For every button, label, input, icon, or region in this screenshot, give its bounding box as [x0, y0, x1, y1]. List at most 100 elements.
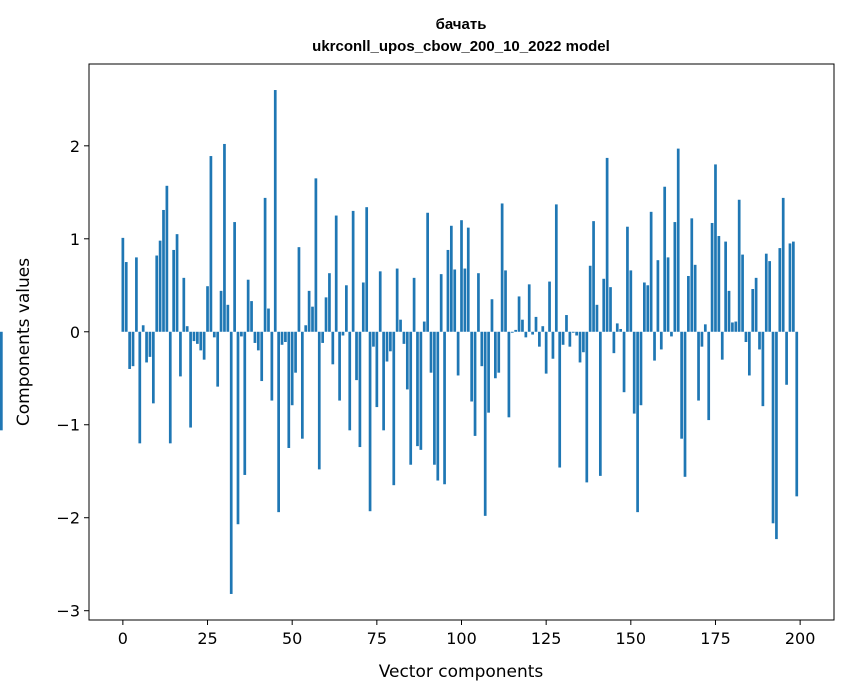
bar	[351, 210, 355, 332]
y-tick-label: 0	[70, 323, 80, 342]
bar	[490, 299, 494, 332]
bar	[673, 222, 677, 332]
bars-group	[0, 90, 799, 594]
x-axis-ticks: 0 25 50 75 100 125 150 175 200	[118, 620, 815, 648]
bar	[656, 260, 660, 332]
bar	[761, 331, 765, 407]
bar	[246, 279, 250, 332]
bar	[405, 331, 409, 390]
bar	[216, 331, 220, 387]
bar	[639, 331, 643, 406]
bar	[697, 331, 700, 401]
bar	[365, 207, 369, 332]
bar	[300, 331, 304, 439]
bar	[158, 240, 162, 332]
bar	[544, 331, 548, 374]
bar	[317, 331, 321, 470]
bar	[361, 282, 365, 332]
bar	[764, 253, 768, 332]
bar	[717, 236, 721, 332]
x-tick-label: 0	[118, 629, 128, 648]
bar	[541, 326, 545, 332]
bar	[612, 331, 616, 354]
bar	[304, 325, 308, 332]
bar	[409, 331, 413, 465]
bar	[151, 331, 155, 404]
bar	[392, 331, 396, 486]
bar	[355, 331, 358, 381]
bar	[687, 275, 690, 332]
bar	[141, 325, 145, 332]
bar	[311, 306, 314, 332]
bar	[358, 331, 362, 448]
chart-subtitle: ukrconll_upos_cbow_200_10_2022 model	[312, 38, 610, 55]
bar	[483, 331, 487, 516]
bar	[135, 257, 138, 332]
bar	[223, 143, 226, 332]
bar	[744, 331, 748, 342]
bar	[236, 331, 240, 525]
bar	[155, 255, 159, 332]
bar	[751, 289, 755, 332]
bar	[497, 331, 501, 373]
bar	[477, 273, 480, 332]
bar	[138, 331, 142, 444]
x-tick-label: 175	[700, 629, 731, 648]
bar	[433, 331, 436, 465]
bar	[643, 282, 646, 332]
bar	[480, 331, 484, 367]
bar	[670, 331, 673, 337]
bar	[449, 225, 453, 332]
bar	[121, 237, 125, 332]
bar	[690, 218, 694, 332]
y-axis-ticks: −3 −2 −1 0 1 2	[56, 137, 89, 621]
x-tick-label: 125	[531, 629, 562, 648]
bar	[680, 331, 683, 439]
bar	[494, 331, 497, 379]
bar	[463, 268, 467, 332]
bar	[395, 268, 399, 332]
bar	[290, 331, 294, 406]
bar	[375, 331, 379, 408]
y-axis-label: Components values	[14, 258, 34, 426]
bar	[561, 331, 565, 345]
bar	[368, 331, 372, 512]
x-tick-label: 150	[616, 629, 647, 648]
y-tick-label: 2	[70, 137, 80, 156]
y-tick-label: −3	[56, 602, 80, 621]
bar	[693, 264, 697, 332]
bar	[148, 331, 152, 357]
bar	[324, 297, 328, 332]
bar	[629, 270, 633, 332]
bar	[233, 222, 236, 332]
bar	[189, 331, 192, 428]
y-tick-label: −2	[56, 509, 80, 528]
bar	[175, 234, 179, 332]
bar	[416, 331, 419, 447]
bar	[348, 331, 352, 431]
bar	[703, 324, 707, 332]
bar	[331, 331, 335, 365]
chart-title: бачать	[436, 16, 487, 33]
bar	[297, 247, 301, 332]
bar	[124, 262, 128, 332]
bar	[243, 331, 247, 475]
bar	[294, 331, 297, 373]
bar	[456, 331, 460, 376]
bar	[619, 328, 623, 332]
bar	[605, 157, 609, 332]
bar	[554, 204, 558, 332]
bar	[575, 331, 578, 336]
bar	[609, 287, 612, 332]
bar	[240, 331, 243, 337]
bar	[199, 331, 203, 351]
bar	[788, 243, 792, 332]
bar	[422, 321, 426, 332]
bar	[524, 331, 528, 338]
bar	[443, 331, 446, 485]
bar	[253, 331, 257, 343]
bar	[571, 331, 575, 333]
bar	[470, 331, 474, 402]
bar	[785, 331, 788, 385]
bar	[273, 90, 277, 332]
